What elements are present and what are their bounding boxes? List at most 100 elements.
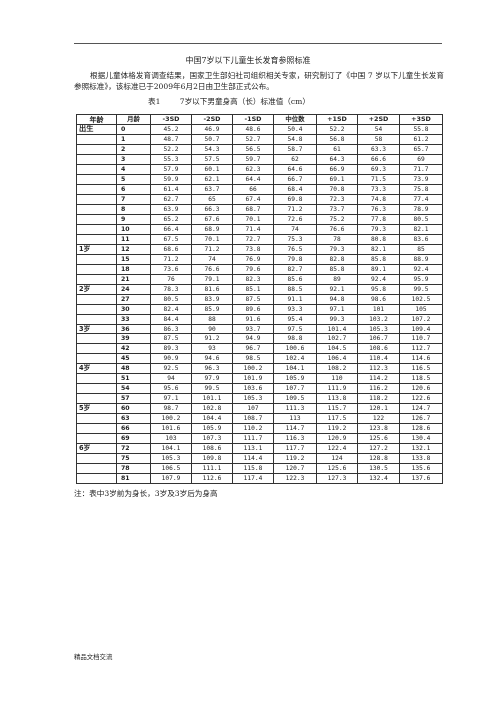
age-cell: 6岁 — [76, 442, 117, 454]
value-cell: 120.7 — [273, 462, 317, 474]
header-age: 年龄 — [76, 114, 117, 125]
height-standard-table-container: 年龄 月龄 -3SD -2SD -1SD 中位数 +1SD +2SD +3SD … — [76, 114, 443, 485]
value-cell: 71.2 — [191, 243, 233, 255]
month-cell: 60 — [116, 403, 151, 415]
month-cell: 12 — [116, 243, 151, 255]
value-cell: 71.4 — [232, 224, 274, 235]
value-cell: 45.2 — [150, 123, 192, 136]
value-cell: 113.8 — [316, 393, 358, 405]
age-cell — [76, 174, 117, 186]
value-cell: 68.7 — [232, 204, 274, 216]
value-cell: 89 — [316, 273, 358, 285]
value-cell: 73.8 — [232, 243, 274, 255]
value-cell: 107.3 — [191, 433, 233, 444]
value-cell: 124 — [316, 452, 358, 464]
value-cell: 95.6 — [150, 383, 192, 395]
value-cell: 64.4 — [232, 174, 274, 186]
month-cell: 69 — [116, 433, 151, 444]
value-cell: 101.4 — [316, 323, 358, 335]
value-cell: 63.3 — [357, 144, 400, 156]
value-cell: 117.4 — [232, 472, 274, 485]
value-cell: 59.9 — [150, 174, 192, 186]
table-row: 9 65.2 67.6 70.1 72.6 75.2 77.8 80.5 — [76, 214, 443, 225]
value-cell: 79.3 — [357, 224, 400, 235]
value-cell: 80.5 — [399, 214, 443, 225]
value-cell: 133.8 — [399, 452, 443, 464]
value-cell: 97.1 — [150, 393, 192, 405]
value-cell: 54.8 — [273, 134, 317, 146]
value-cell: 79.1 — [191, 273, 233, 285]
age-cell — [76, 224, 117, 235]
age-cell — [76, 343, 117, 355]
value-cell: 92.4 — [399, 263, 443, 275]
value-cell: 118.2 — [357, 393, 400, 405]
value-cell: 52.2 — [316, 123, 358, 136]
age-cell — [76, 233, 117, 245]
page-footer: 精品文档交流 — [74, 653, 113, 661]
value-cell: 88.5 — [273, 283, 317, 295]
value-cell: 108.6 — [357, 343, 400, 355]
table-row: 6岁 72 104.1 108.6 113.1 117.7 122.4 127.2 132.1 — [76, 442, 443, 454]
value-cell: 100.2 — [232, 363, 274, 375]
value-cell: 80.8 — [357, 233, 400, 245]
month-cell: 7 — [116, 194, 151, 206]
age-cell — [76, 313, 117, 325]
table-row: 57 97.1 101.1 105.3 109.5 113.8 118.2 122.6 — [76, 393, 443, 405]
table-row: 4 57.9 60.1 62.3 64.6 66.9 69.3 71.7 — [76, 164, 443, 176]
value-cell: 63.9 — [150, 204, 192, 216]
table-row: 39 87.5 91.2 94.9 98.8 102.7 106.7 110.7 — [76, 333, 443, 345]
value-cell: 122.4 — [316, 442, 358, 454]
value-cell: 107 — [232, 403, 274, 415]
table-header-row: 年龄 月龄 -3SD -2SD -1SD 中位数 +1SD +2SD +3SD — [76, 114, 443, 125]
value-cell: 88 — [191, 313, 233, 325]
value-cell: 105.3 — [232, 393, 274, 405]
value-cell: 104.5 — [316, 343, 358, 355]
value-cell: 105.9 — [273, 373, 317, 385]
value-cell: 94 — [150, 373, 192, 385]
table-row: 54 95.6 99.5 103.6 107.7 111.9 116.2 120.6 — [76, 383, 443, 395]
value-cell: 94.8 — [316, 293, 358, 305]
value-cell: 62.7 — [150, 194, 192, 206]
table-row: 51 94 97.9 101.9 105.9 110 114.2 118.5 — [76, 373, 443, 385]
value-cell: 55.3 — [150, 154, 192, 166]
value-cell: 58.7 — [273, 144, 317, 156]
month-cell: 39 — [116, 333, 151, 345]
table-caption: 表1 7岁以下男童身高（长）标准值（cm） — [148, 97, 310, 106]
value-cell: 100.2 — [150, 413, 192, 425]
age-cell: 出生 — [76, 123, 117, 136]
value-cell: 115.8 — [232, 462, 274, 474]
value-cell: 119.2 — [316, 423, 358, 435]
age-cell: 5岁 — [76, 403, 117, 415]
value-cell: 130.5 — [357, 462, 400, 474]
header-plus3sd: +3SD — [399, 114, 443, 125]
value-cell: 70.1 — [191, 233, 233, 245]
value-cell: 105 — [399, 303, 443, 315]
value-cell: 71.7 — [399, 164, 443, 176]
age-cell — [76, 462, 117, 474]
value-cell: 75.8 — [399, 184, 443, 196]
value-cell: 110 — [316, 373, 358, 385]
value-cell: 68.4 — [273, 184, 317, 196]
table-row: 2岁 24 78.3 81.6 85.1 88.5 92.1 95.8 99.5 — [76, 283, 443, 295]
age-cell — [76, 194, 117, 206]
value-cell: 61.2 — [399, 134, 443, 146]
value-cell: 128.8 — [357, 452, 400, 464]
value-cell: 66.7 — [273, 174, 317, 186]
value-cell: 81.6 — [191, 283, 233, 295]
value-cell: 107.9 — [150, 472, 192, 485]
value-cell: 82.8 — [316, 253, 358, 265]
value-cell: 85.8 — [357, 253, 400, 265]
value-cell: 74.8 — [357, 194, 400, 206]
value-cell: 102.4 — [273, 353, 317, 365]
value-cell: 66.4 — [150, 224, 192, 235]
value-cell: 65 — [191, 194, 233, 206]
value-cell: 126.7 — [399, 413, 443, 425]
value-cell: 68.6 — [150, 243, 192, 255]
value-cell: 55.8 — [399, 123, 443, 136]
value-cell: 116.2 — [357, 383, 400, 395]
age-cell: 2岁 — [76, 283, 117, 295]
value-cell: 71.5 — [357, 174, 400, 186]
value-cell: 101.9 — [232, 373, 274, 385]
value-cell: 82.1 — [357, 243, 400, 255]
value-cell: 132.4 — [357, 472, 400, 485]
